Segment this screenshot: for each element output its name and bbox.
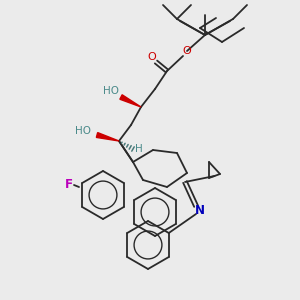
Text: HO: HO [103, 86, 119, 96]
Polygon shape [96, 133, 119, 141]
Text: O: O [183, 46, 191, 56]
Text: N: N [195, 203, 205, 217]
Polygon shape [120, 95, 141, 107]
Text: O: O [148, 52, 156, 62]
Text: H: H [135, 144, 143, 154]
Text: HO: HO [75, 126, 91, 136]
Text: F: F [65, 178, 73, 191]
